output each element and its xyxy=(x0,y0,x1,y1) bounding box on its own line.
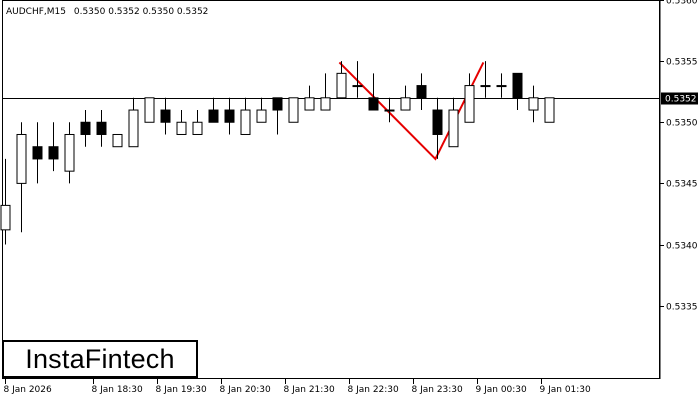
time-tick-label: 9 Jan 00:30 xyxy=(476,385,528,395)
bearish-candle-body xyxy=(208,109,219,123)
bearish-candle-body xyxy=(48,146,59,160)
price-marker-label: 0.5352 xyxy=(665,95,697,105)
candle xyxy=(432,97,443,159)
ohlc-values: 0.5350 0.5352 0.5350 0.5352 xyxy=(74,7,209,17)
candle xyxy=(528,85,539,123)
candle xyxy=(448,97,459,148)
price-tick-label: 0.5340 xyxy=(666,242,698,252)
time-tick-label: 8 Jan 2026 xyxy=(4,385,52,395)
candle xyxy=(192,110,203,135)
candle xyxy=(464,73,475,123)
bearish-candle-body xyxy=(512,72,523,99)
bearish-candle-body xyxy=(272,97,283,111)
candle xyxy=(368,73,379,111)
time-tick-label: 8 Jan 21:30 xyxy=(284,385,336,395)
bullish-candle-body xyxy=(16,133,27,184)
candle xyxy=(160,97,171,135)
bullish-candle-body xyxy=(192,121,203,135)
candle xyxy=(48,122,59,172)
time-tick-label: 8 Jan 22:30 xyxy=(348,385,400,395)
time-tick-label: 8 Jan 20:30 xyxy=(220,385,272,395)
candle xyxy=(224,97,235,135)
candle xyxy=(128,97,139,148)
candle xyxy=(320,73,331,111)
bullish-candle-body xyxy=(336,72,347,99)
chart-header: AUDCHF,M15 0.5350 0.5352 0.5350 0.5352 xyxy=(6,7,208,17)
logo-text: InstaFintech xyxy=(25,343,175,374)
bearish-candle-body xyxy=(368,97,379,111)
candle xyxy=(32,122,43,184)
time-tick-label: 8 Jan 18:30 xyxy=(92,385,144,395)
candle xyxy=(336,61,347,99)
symbol-label: AUDCHF,M15 xyxy=(6,7,66,17)
time-tick-label: 8 Jan 23:30 xyxy=(412,385,464,395)
current-price-marker: 0.5352 xyxy=(661,92,698,105)
candle xyxy=(96,110,107,147)
candle xyxy=(176,110,187,135)
bullish-candle-body xyxy=(256,109,267,123)
candle xyxy=(304,85,315,111)
bearish-candle-body xyxy=(160,109,171,123)
bullish-candle-body xyxy=(128,109,139,148)
price-tick-label: 0.5350 xyxy=(666,119,698,129)
candle xyxy=(288,97,299,123)
price-tick-label: 0.5360 xyxy=(666,0,698,7)
bearish-candle-body xyxy=(80,121,91,135)
bullish-candle-body xyxy=(352,85,363,88)
candle xyxy=(16,122,27,233)
candle xyxy=(384,97,395,123)
candle xyxy=(496,73,507,98)
bullish-candle-body xyxy=(384,109,395,112)
bearish-candle-body xyxy=(224,109,235,123)
candle xyxy=(144,97,155,123)
bullish-candle-body xyxy=(400,97,411,111)
bullish-candle-body xyxy=(288,97,299,123)
candle xyxy=(416,73,427,111)
bullish-candle-body xyxy=(320,97,331,111)
time-tick-label: 9 Jan 01:30 xyxy=(540,385,592,395)
candle xyxy=(272,97,283,135)
bullish-candle-body xyxy=(496,85,507,88)
candles xyxy=(0,61,555,245)
bullish-candle-body xyxy=(464,85,475,123)
bullish-candle-body xyxy=(112,133,123,148)
bullish-candle-body xyxy=(240,109,251,135)
price-marker-box xyxy=(661,92,698,105)
bullish-candle-body xyxy=(0,204,11,231)
instafintech-logo: InstaFintech xyxy=(2,340,198,378)
time-axis: 8 Jan 2026 8 Jan 18:30 8 Jan 19:30 8 Jan 20… xyxy=(4,379,592,395)
candle xyxy=(0,158,11,245)
bullish-candle-body xyxy=(544,97,555,123)
candle xyxy=(208,97,219,123)
bullish-candle-body xyxy=(448,109,459,148)
price-tick-label: 0.5355 xyxy=(666,58,698,68)
bullish-candle-body xyxy=(480,85,491,88)
bullish-candle-body xyxy=(304,97,315,111)
price-tick-label: 0.5345 xyxy=(666,180,698,190)
candle xyxy=(64,122,75,184)
candle xyxy=(256,97,267,123)
price-axis: 0.5360 0.5355 0.5350 0.5345 0.5340 0.5335 xyxy=(660,0,698,313)
bullish-candle-body xyxy=(528,97,539,111)
candle xyxy=(80,110,91,147)
bearish-candle-body xyxy=(32,146,43,160)
candle xyxy=(112,133,123,148)
bearish-candle-body xyxy=(96,121,107,135)
candle xyxy=(352,61,363,98)
bearish-candle-body xyxy=(416,85,427,99)
candle xyxy=(544,97,555,123)
candle xyxy=(400,85,411,111)
price-tick-label: 0.5335 xyxy=(666,303,698,313)
candle xyxy=(512,72,523,111)
candle xyxy=(240,97,251,135)
plot-frame xyxy=(2,0,660,379)
bullish-candle-body xyxy=(144,97,155,123)
time-tick-label: 8 Jan 19:30 xyxy=(156,385,208,395)
bullish-candle-body xyxy=(64,133,75,172)
candle xyxy=(480,61,491,98)
bearish-candle-body xyxy=(432,109,443,135)
bullish-candle-body xyxy=(176,121,187,135)
